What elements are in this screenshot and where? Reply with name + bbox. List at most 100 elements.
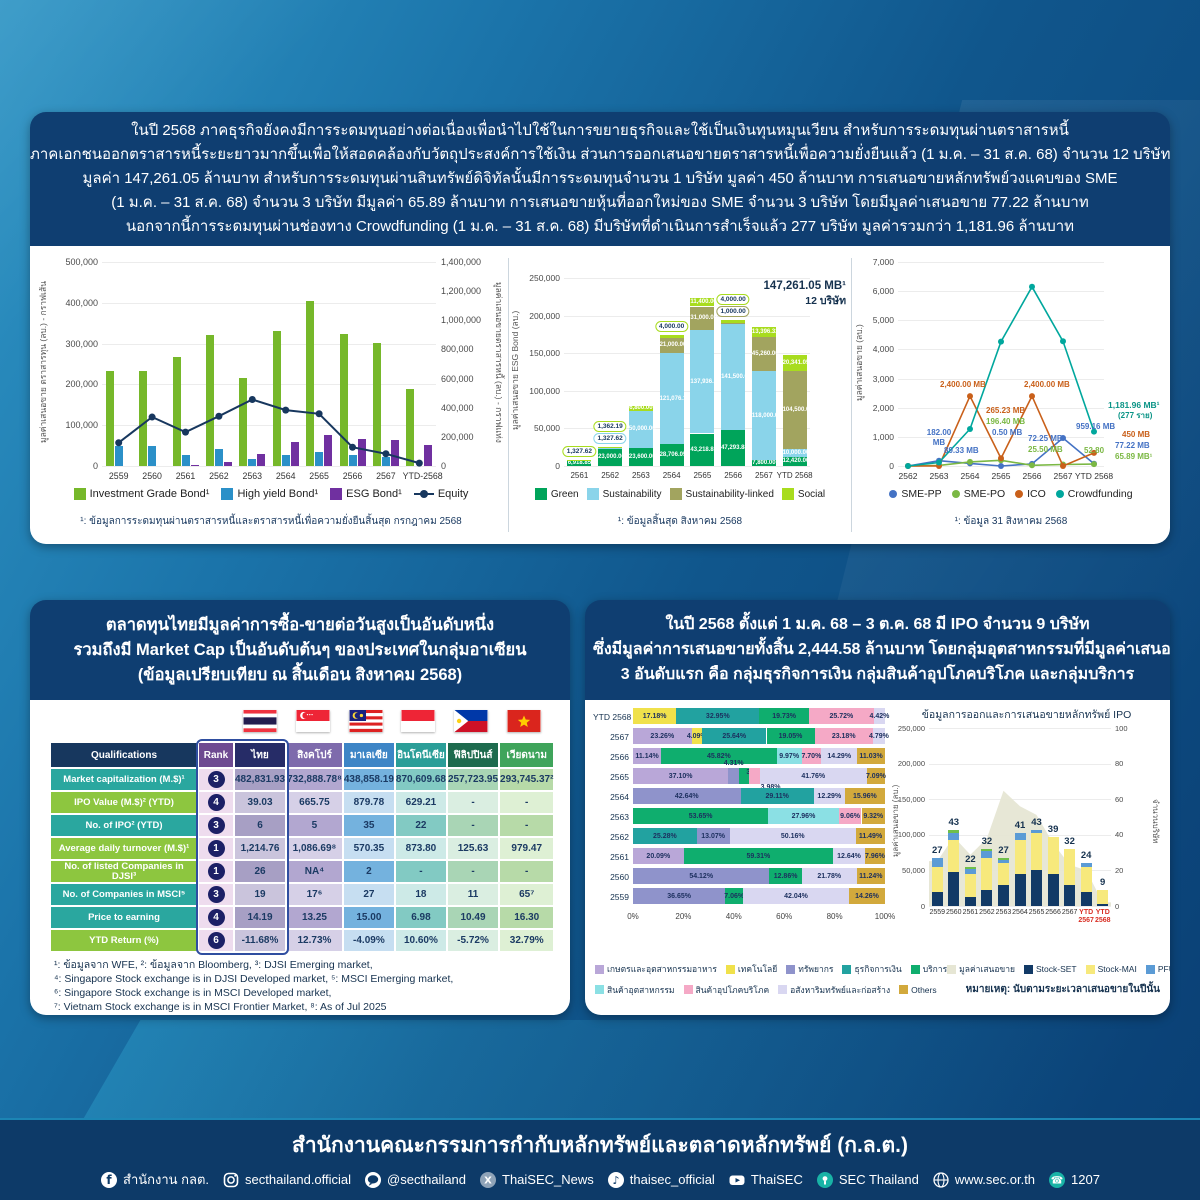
malaysia-flag — [349, 710, 383, 733]
legend-label: Stock-SET — [1036, 964, 1077, 974]
industry-bar-row: 11.14% 45.82% 9.97% 7.70% 14.29% 11.03% — [633, 748, 885, 764]
chart-title: ข้อมูลการออกและการเสนอขายหลักทรัพย์ IPO — [921, 709, 1132, 721]
x-axis-tick: 100% — [874, 912, 896, 921]
asean-table: Qualifications Rank ไทย สิงคโปร์ มาเลเซีย อิน… — [50, 739, 555, 955]
segment-percent-label: 7.09% — [865, 772, 886, 780]
ipo-bar-segment — [964, 866, 976, 869]
philippines-flag — [454, 710, 488, 732]
callout-value-label: 1,327.62 — [562, 445, 597, 457]
industry-segment — [728, 768, 740, 784]
phone-icon: ☎ — [1048, 1171, 1066, 1189]
gridline — [929, 728, 1111, 729]
industry-segment: 12.29% — [813, 788, 845, 804]
bond-bar — [190, 464, 199, 466]
industry-segment: 15.96% — [844, 788, 885, 804]
x-axis-tick: 80% — [826, 912, 843, 921]
data-annotation: 959.16 MB — [1076, 422, 1116, 431]
left-axis-tick: 250,000 — [897, 723, 925, 733]
value-cell: -4.09% — [342, 929, 395, 952]
value-cell: 125.63 — [446, 837, 500, 860]
rank-badge: 4 — [207, 909, 225, 926]
right-axis-tick: 100 — [1115, 723, 1128, 733]
ipo-bar-segment — [998, 859, 1009, 864]
rect-element — [401, 710, 435, 721]
chart-divider — [508, 258, 509, 532]
x-icon: X — [479, 1171, 497, 1189]
ipo-bar-segment — [998, 884, 1009, 906]
gridline — [929, 799, 1111, 801]
x-axis-tick: 40% — [725, 912, 742, 921]
esg-segment — [721, 323, 746, 325]
x-axis-label: 2564 — [275, 471, 296, 481]
legend-row: สินค้าอุตสาหกรรม สินค้าอุปโภคบริโภค อสังหา… — [595, 982, 1160, 997]
legend-label: High yield Bond¹ — [237, 488, 319, 500]
ipo-bar-segment — [1047, 874, 1059, 906]
rank-cell: 3 — [198, 768, 234, 791]
x-axis-label: 2565 — [1026, 909, 1047, 917]
legend-item: Sustainability — [586, 488, 662, 500]
asean-comparison-card: ตลาดทุนไทยมีมูลค่าการซื้อ-ขายต่อวันสูงเป… — [30, 600, 570, 1015]
industry-segment: 45.82% — [661, 748, 777, 764]
esg-segment: 141,500.00 — [721, 324, 751, 431]
legend-item: เทคโนโลยี — [725, 962, 777, 976]
left-axis-tick: 150,000 — [897, 794, 925, 804]
x-axis-label-line: 2568 — [1094, 917, 1111, 924]
circle-element — [1049, 1171, 1066, 1188]
circle-element — [967, 426, 973, 432]
ipo-bar-segment — [1080, 863, 1092, 867]
legend-label: SME-PO — [963, 488, 1006, 500]
segment-value-label: 104,500.00 — [782, 406, 813, 413]
bar-total-label: 41 — [1014, 820, 1026, 831]
industry-segment: 25.64% — [701, 728, 767, 744]
segment-percent-label: 41.76% — [801, 772, 826, 780]
segment-percent-label: 12.29% — [817, 792, 842, 800]
segment-percent-label: 11.49% — [858, 832, 883, 840]
x-axis-label: 2566 — [1022, 471, 1042, 481]
bond-bar — [372, 342, 381, 466]
circle-element — [967, 458, 973, 465]
legend-swatch — [1145, 964, 1155, 974]
chart-legend: SME-PP SME-PO ICO Crowdfunding — [852, 488, 1170, 500]
bond-bar — [172, 357, 181, 466]
data-annotation: 265.23 MB — [986, 406, 1026, 415]
esg-segment: 23,600.00 — [628, 448, 656, 466]
chart-footnote: ¹: ข้อมูลการระดมทุนผ่านตราสารหนี้และตราส… — [80, 516, 462, 527]
data-annotation: 52.80 — [1084, 446, 1105, 455]
legend-label: สินค้าอุตสาหกรรม — [607, 984, 675, 995]
row-label: No. of listed Companies in DJSI³ — [50, 860, 198, 883]
thailand-flag — [243, 710, 277, 732]
segment-value-label: 50,000.00 — [628, 426, 656, 433]
social-item: SEC Thailand — [816, 1171, 919, 1189]
circle-element — [936, 457, 942, 464]
bond-bar — [290, 441, 299, 466]
ipo-bar-segment — [1031, 833, 1042, 871]
ipo-bar-segment — [1047, 836, 1059, 874]
legend-item: ทรัพยากร — [786, 962, 833, 976]
chart-legend: Green Sustainability Sustainability-linked… — [510, 488, 850, 500]
segment-percent-label: 12.64% — [837, 852, 861, 860]
social-label: ThaiSEC — [750, 1172, 803, 1187]
legend-item: Sustainability-linked — [669, 488, 774, 500]
segment-percent-label: 4.31% — [723, 760, 744, 767]
industry-segment: 37.10% — [633, 768, 729, 784]
ipo-bar-segment — [964, 868, 976, 874]
total-annotation: 147,261.05 MB¹ 12 บริษัท — [764, 280, 846, 309]
industry-bar-row: 54.12% 12.86% 21.78% 11.24% — [633, 868, 885, 884]
row-label: Price to earning — [50, 906, 198, 929]
footer-title: สำนักงานคณะกรรมการกำกับหลักทรัพย์และตลาด… — [292, 1134, 908, 1157]
rank-cell: 4 — [198, 791, 234, 814]
right-axis-tick: 1,200,000 — [441, 286, 482, 297]
issuance-legend-group: มูลค่าเสนอขาย Stock-SET Stock-MAI PFUND/REI… — [947, 962, 1170, 976]
gridline — [102, 302, 436, 304]
x-axis-label-line: 2560 — [945, 909, 962, 916]
x-axis-tick: 0% — [627, 912, 639, 921]
segment-percent-label: 3.98% — [761, 784, 781, 791]
data-annotation: 72.25 MB — [1028, 434, 1063, 443]
esg-segment: 12,420.00 — [782, 456, 809, 466]
x-axis-tick: 60% — [776, 912, 793, 921]
circle-element — [234, 1174, 237, 1177]
gridline — [102, 384, 436, 386]
legend-item: Equity — [413, 488, 468, 500]
left-axis-tick: 400,000 — [65, 297, 98, 308]
malaysia-flag-icon — [349, 710, 383, 733]
